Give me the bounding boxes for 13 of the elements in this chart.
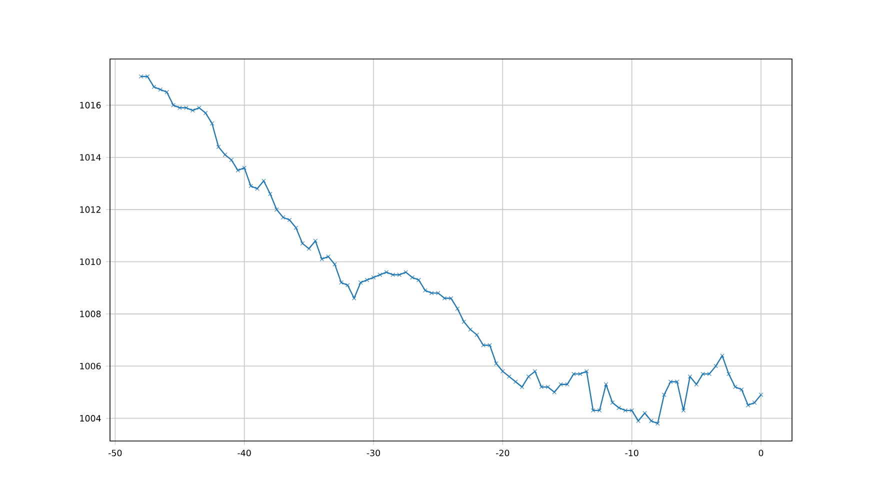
x-tick-label: -10 bbox=[625, 450, 638, 456]
x-tick-label: -40 bbox=[238, 450, 251, 456]
y-tick-label: 1006 bbox=[80, 362, 101, 370]
x-tick-label: -20 bbox=[496, 450, 510, 456]
y-tick-label: 1014 bbox=[80, 154, 101, 161]
x-tick-label: -50 bbox=[108, 450, 122, 456]
y-tick-label: 1012 bbox=[80, 206, 100, 213]
y-tick-label: 1004 bbox=[80, 415, 101, 422]
x-tick-label: 0 bbox=[758, 450, 764, 456]
x-tick-label: -30 bbox=[366, 450, 380, 456]
y-tick-label: 1016 bbox=[80, 102, 101, 108]
y-tick-label: 1010 bbox=[80, 258, 101, 266]
y-tick-label: 1008 bbox=[80, 310, 101, 318]
